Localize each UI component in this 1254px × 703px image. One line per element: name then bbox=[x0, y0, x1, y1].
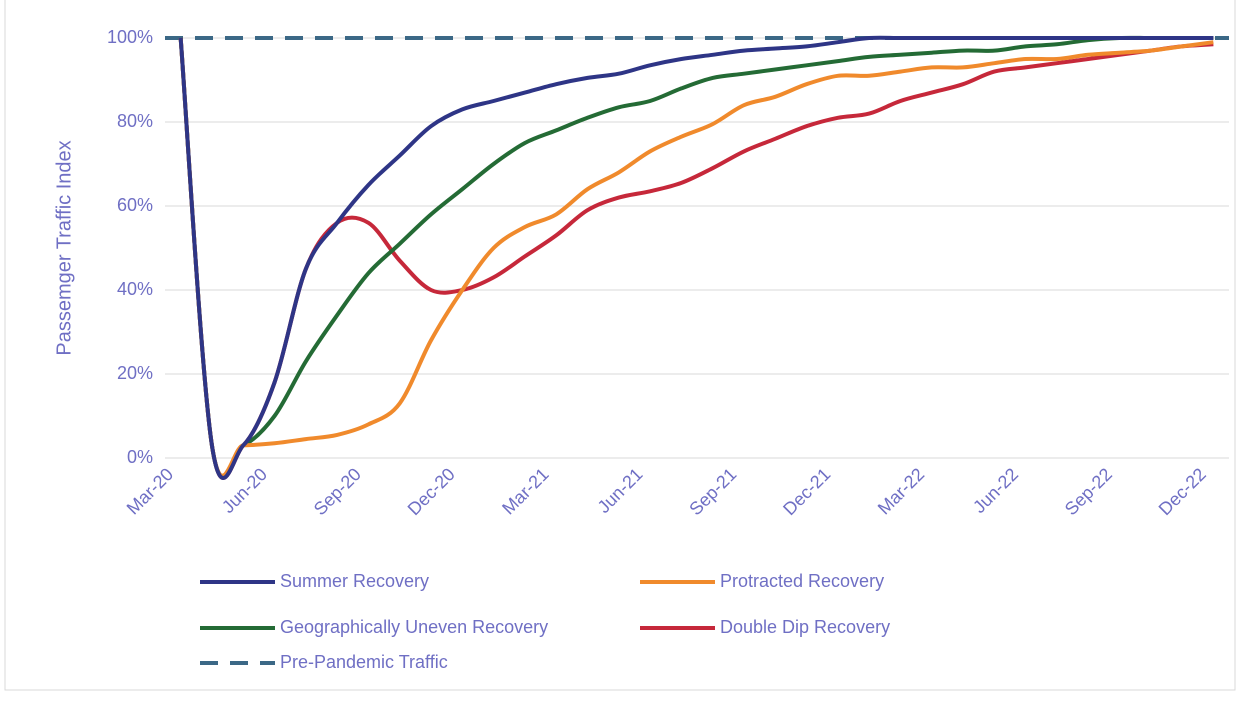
x-tick-label: Sep-20 bbox=[310, 464, 365, 519]
x-tick-label: Jun-22 bbox=[969, 464, 1022, 517]
x-tick-label: Mar-20 bbox=[123, 464, 177, 518]
legend-label: Protracted Recovery bbox=[720, 571, 884, 591]
y-axis-label: Passemger Traffic Index bbox=[53, 140, 75, 355]
y-tick-label: 0% bbox=[127, 447, 153, 467]
y-tick-label: 100% bbox=[107, 27, 153, 47]
x-tick-label: Dec-20 bbox=[404, 464, 459, 519]
x-tick-label: Jun-21 bbox=[594, 464, 647, 517]
legend-label: Pre-Pandemic Traffic bbox=[280, 652, 448, 672]
x-tick-label: Sep-21 bbox=[685, 464, 740, 519]
series-line bbox=[178, 37, 1214, 480]
x-tick-label: Sep-22 bbox=[1061, 464, 1116, 519]
series-line bbox=[178, 35, 1214, 479]
x-tick-label: Dec-21 bbox=[779, 464, 834, 519]
series-line bbox=[178, 37, 1214, 478]
y-tick-label: 80% bbox=[117, 111, 153, 131]
x-tick-label: Mar-21 bbox=[498, 464, 552, 518]
y-tick-label: 20% bbox=[117, 363, 153, 383]
y-tick-label: 60% bbox=[117, 195, 153, 215]
legend-label: Summer Recovery bbox=[280, 571, 429, 591]
y-tick-label: 40% bbox=[117, 279, 153, 299]
x-tick-label: Dec-22 bbox=[1155, 464, 1210, 519]
x-tick-label: Mar-22 bbox=[874, 464, 928, 518]
legend-label: Geographically Uneven Recovery bbox=[280, 617, 548, 637]
series-line bbox=[178, 35, 1214, 480]
legend-label: Double Dip Recovery bbox=[720, 617, 890, 637]
chart-border bbox=[4, 0, 1236, 691]
